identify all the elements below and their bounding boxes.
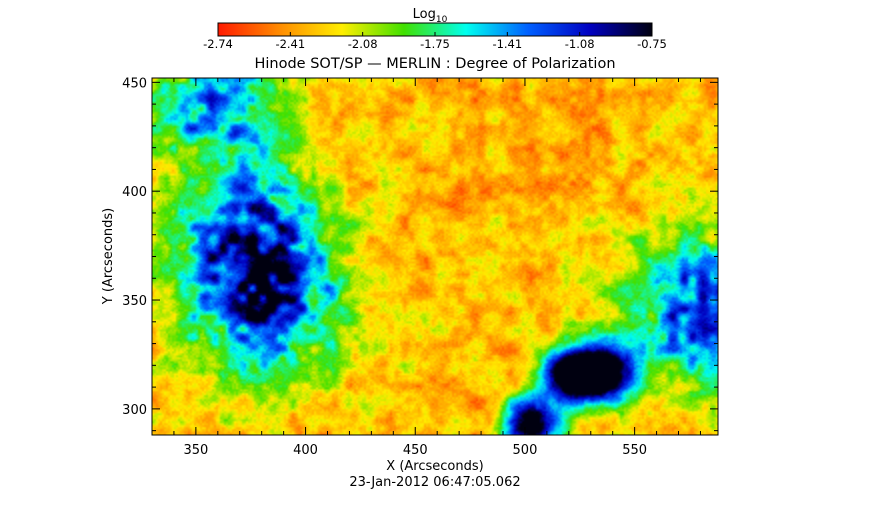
x-axis: 350 400 450 500 550 xyxy=(151,78,701,458)
colorbar-tick-label: -1.75 xyxy=(420,37,450,51)
y-tick-label: 450 xyxy=(122,76,147,91)
x-tick-label: 400 xyxy=(293,443,318,458)
colorbar-tick-label: -0.75 xyxy=(637,37,667,51)
colorbar-tick-label: -2.41 xyxy=(275,37,305,51)
x-tick-label: 450 xyxy=(403,443,428,458)
colorbar-tick-label: -2.74 xyxy=(203,37,233,51)
x-tick-label: 500 xyxy=(513,443,538,458)
timestamp: 23-Jan-2012 06:47:05.062 xyxy=(349,475,520,490)
colorbar-tick-label: -2.08 xyxy=(348,37,378,51)
colorbar-label: Log10 xyxy=(413,7,448,25)
y-axis-label: Y (Arcseconds) xyxy=(101,208,116,305)
x-axis-label: X (Arcseconds) xyxy=(386,459,483,474)
chart-title: Hinode SOT/SP — MERLIN : Degree of Polar… xyxy=(254,56,615,72)
colorbar-tick-label: -1.41 xyxy=(492,37,522,51)
x-tick-label: 550 xyxy=(622,443,647,458)
heatmap-image xyxy=(152,78,718,435)
y-tick-label: 350 xyxy=(122,294,147,309)
y-tick-label: 400 xyxy=(122,185,147,200)
y-axis: 300 350 400 450 xyxy=(122,76,718,432)
heatmap-area xyxy=(152,78,718,435)
colorbar-ticks: -2.74 -2.41 -2.08 -1.75 -1.41 -1.08 -0.75 xyxy=(203,32,667,51)
y-tick-label: 300 xyxy=(122,403,147,418)
colorbar-tick-label: -1.08 xyxy=(565,37,595,51)
x-tick-label: 350 xyxy=(183,443,208,458)
